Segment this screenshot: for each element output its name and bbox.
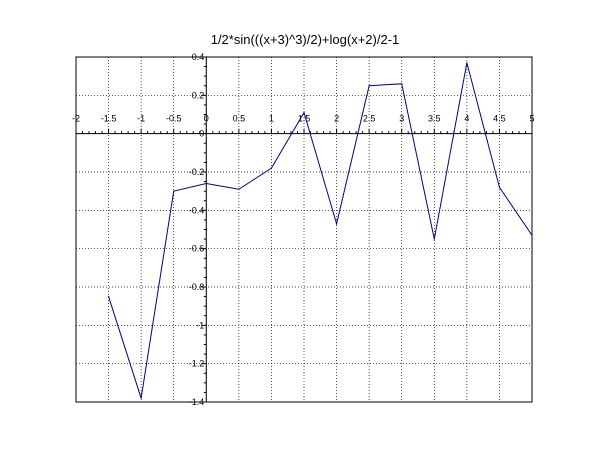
series-line (108, 62, 533, 399)
x-tick-label: -2 (72, 114, 80, 124)
data-point (401, 83, 403, 85)
y-tick-label: 0.4 (192, 52, 205, 62)
y-tick-label: 0 (199, 129, 204, 139)
series-group (107, 62, 533, 399)
x-tick-label: 2 (334, 114, 339, 124)
data-point (205, 182, 207, 185)
chart-title: 1/2*sin(((x+3)^3)/2)+log(x+2)/2-1 (211, 32, 400, 47)
data-point (498, 186, 501, 188)
data-point (173, 190, 175, 192)
y-tick-label: -0.6 (189, 244, 205, 254)
x-tick-label: 1.5 (298, 114, 311, 124)
x-tick-label: -0.5 (166, 114, 182, 124)
x-tick-label: -1.5 (101, 114, 117, 124)
y-tick-label: -1.2 (189, 359, 205, 369)
x-tick-label: 0 (204, 114, 209, 124)
x-tick-label: 5 (529, 114, 534, 124)
x-tick-label: 1 (269, 114, 274, 124)
data-point (107, 295, 110, 298)
x-tick-label: 0.5 (233, 114, 246, 124)
data-point (433, 238, 435, 240)
y-tick-label: -1.4 (189, 397, 205, 407)
data-point (335, 223, 338, 225)
ticks: -2 -1.5 -1 -0.5 0 0.5 1 1.5 2 2.5 3 3.5 4 4.5 5 0.4 0.2 0… (72, 52, 535, 407)
data-point (303, 111, 305, 114)
x-tick-label: 4.5 (493, 114, 506, 124)
data-point (466, 62, 468, 64)
x-tick-label: 3.5 (428, 114, 441, 124)
y-tick-label: -0.8 (189, 282, 205, 292)
y-tick-label: -0.4 (189, 205, 205, 215)
x-tick-label: 2.5 (363, 114, 376, 124)
y-tick-label: -0.2 (189, 167, 205, 177)
y-tick-label: 0.2 (192, 90, 205, 100)
data-point (531, 234, 533, 236)
y-tick-label: -1 (196, 320, 204, 330)
x-tick-label: -1 (137, 114, 145, 124)
data-point (270, 167, 273, 169)
x-tick-label: 3 (399, 114, 404, 124)
x-tick-label: 4 (464, 114, 469, 124)
data-point (368, 85, 370, 87)
plot-frame (75, 56, 533, 403)
data-point (238, 188, 240, 190)
data-point (140, 397, 142, 399)
